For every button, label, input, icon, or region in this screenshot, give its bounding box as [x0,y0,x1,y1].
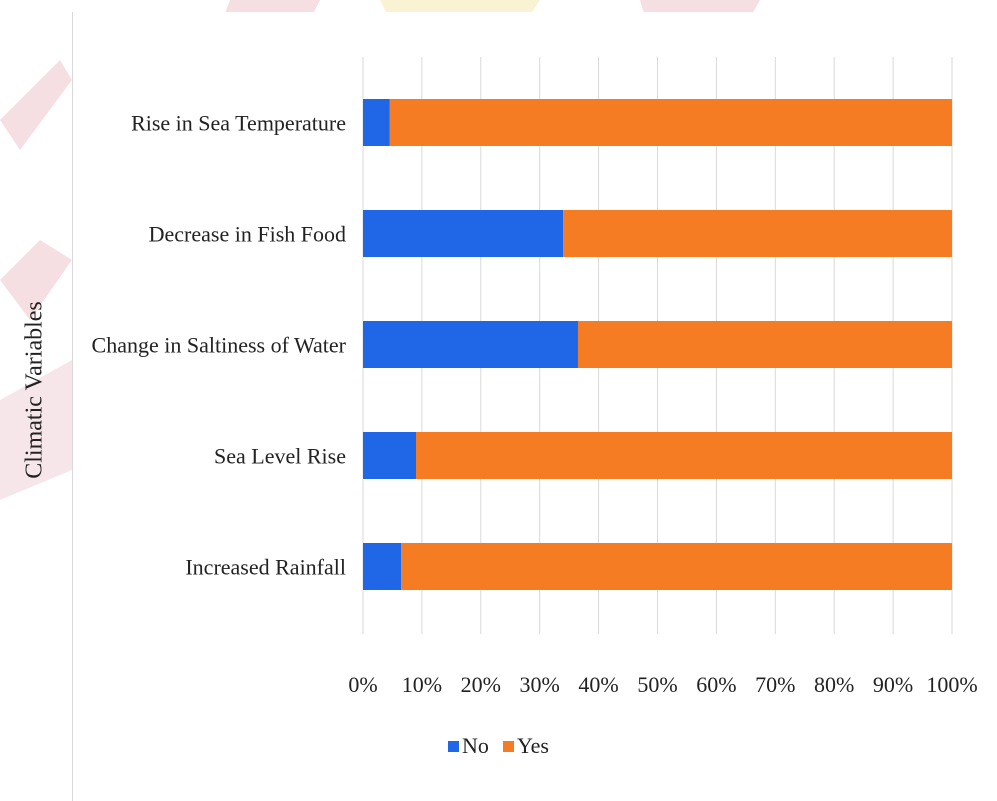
bar-no [363,432,417,479]
legend-swatch-no [448,740,460,752]
legend-label-no: No [462,733,489,758]
bar-yes [401,543,952,590]
x-tick-label: 20% [461,672,501,697]
x-tick-label: 30% [520,672,560,697]
legend-item-yes: Yes [502,733,549,759]
bar-no [363,321,578,368]
x-tick-label: 40% [578,672,618,697]
category-label: Decrease in Fish Food [149,222,346,247]
bar-yes [577,321,952,368]
bar-yes [416,432,952,479]
x-tick-label: 100% [926,672,977,697]
bar-yes [389,99,952,146]
legend: No Yes [0,733,997,759]
x-tick-label: 90% [873,672,913,697]
category-label: Change in Saltiness of Water [92,333,347,358]
bar-yes [563,210,952,257]
x-tick-label: 80% [814,672,854,697]
y-axis-title: Climatic Variables [21,301,48,479]
x-tick-label: 10% [402,672,442,697]
legend-label-yes: Yes [516,733,549,758]
category-label: Sea Level Rise [214,444,346,469]
x-tick-label: 70% [755,672,795,697]
bar-no [363,210,564,257]
legend-swatch-yes [502,740,514,752]
x-tick-label: 0% [348,672,377,697]
category-label: Rise in Sea Temperature [131,111,346,136]
x-tick-label: 60% [696,672,736,697]
bar-no [363,99,390,146]
category-label: Increased Rainfall [185,555,346,580]
x-tick-label: 50% [637,672,677,697]
legend-item-no: No [448,733,489,759]
bar-no [363,543,402,590]
